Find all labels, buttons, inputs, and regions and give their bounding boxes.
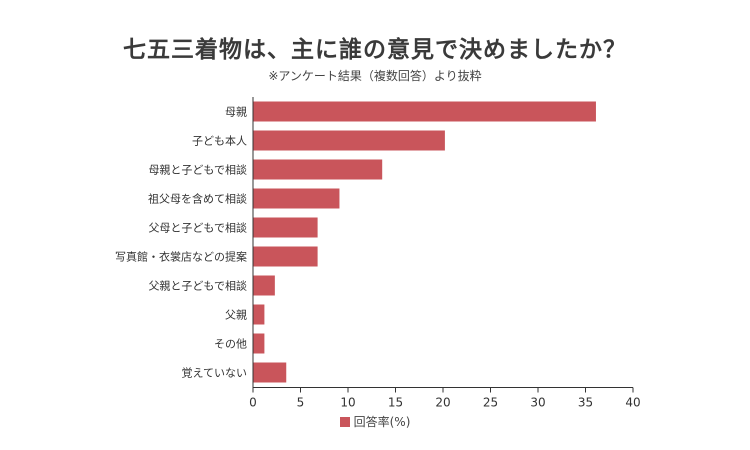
x-tick-label: 15: [388, 396, 403, 410]
bar: [253, 304, 265, 325]
chart-title: 七五三着物は、主に誰の意見で決めましたか？: [123, 37, 627, 63]
category-label: 写真館・衣裳店などの提案: [115, 250, 247, 264]
bar: [253, 159, 383, 180]
category-label: その他: [214, 338, 247, 351]
bar: [253, 130, 445, 151]
bar: [253, 275, 275, 296]
category-label: 父親: [225, 309, 247, 322]
category-label: 母親と子どもで相談: [148, 163, 247, 177]
chart-subtitle: ※アンケート結果（複数回答）より抜粋: [268, 69, 482, 83]
category-label: 母親: [225, 106, 247, 119]
x-tick-label: 5: [297, 396, 305, 410]
legend-swatch: [339, 417, 350, 427]
legend-label: 回答率(%): [353, 415, 411, 429]
x-tick-label: 20: [435, 396, 450, 410]
category-label: 祖父母を含めて相談: [148, 192, 247, 206]
bar: [253, 217, 318, 238]
x-tick-label: 10: [340, 396, 355, 410]
chart-legend: 回答率(%): [0, 413, 750, 430]
bar: [253, 188, 340, 209]
bar: [253, 246, 318, 267]
x-tick-label: 0: [249, 396, 257, 410]
category-label: 父親と子どもで相談: [148, 279, 247, 293]
x-tick-label: 30: [530, 396, 545, 410]
bar: [253, 362, 287, 383]
x-tick-label: 40: [625, 396, 640, 410]
x-tick-label: 25: [483, 396, 498, 410]
category-label: 父母と子どもで相談: [148, 221, 247, 235]
category-label: 子ども本人: [192, 134, 247, 148]
bar: [253, 101, 596, 122]
x-tick-label: 35: [578, 396, 593, 410]
category-label: 覚えていない: [182, 367, 247, 380]
bar: [253, 333, 265, 354]
